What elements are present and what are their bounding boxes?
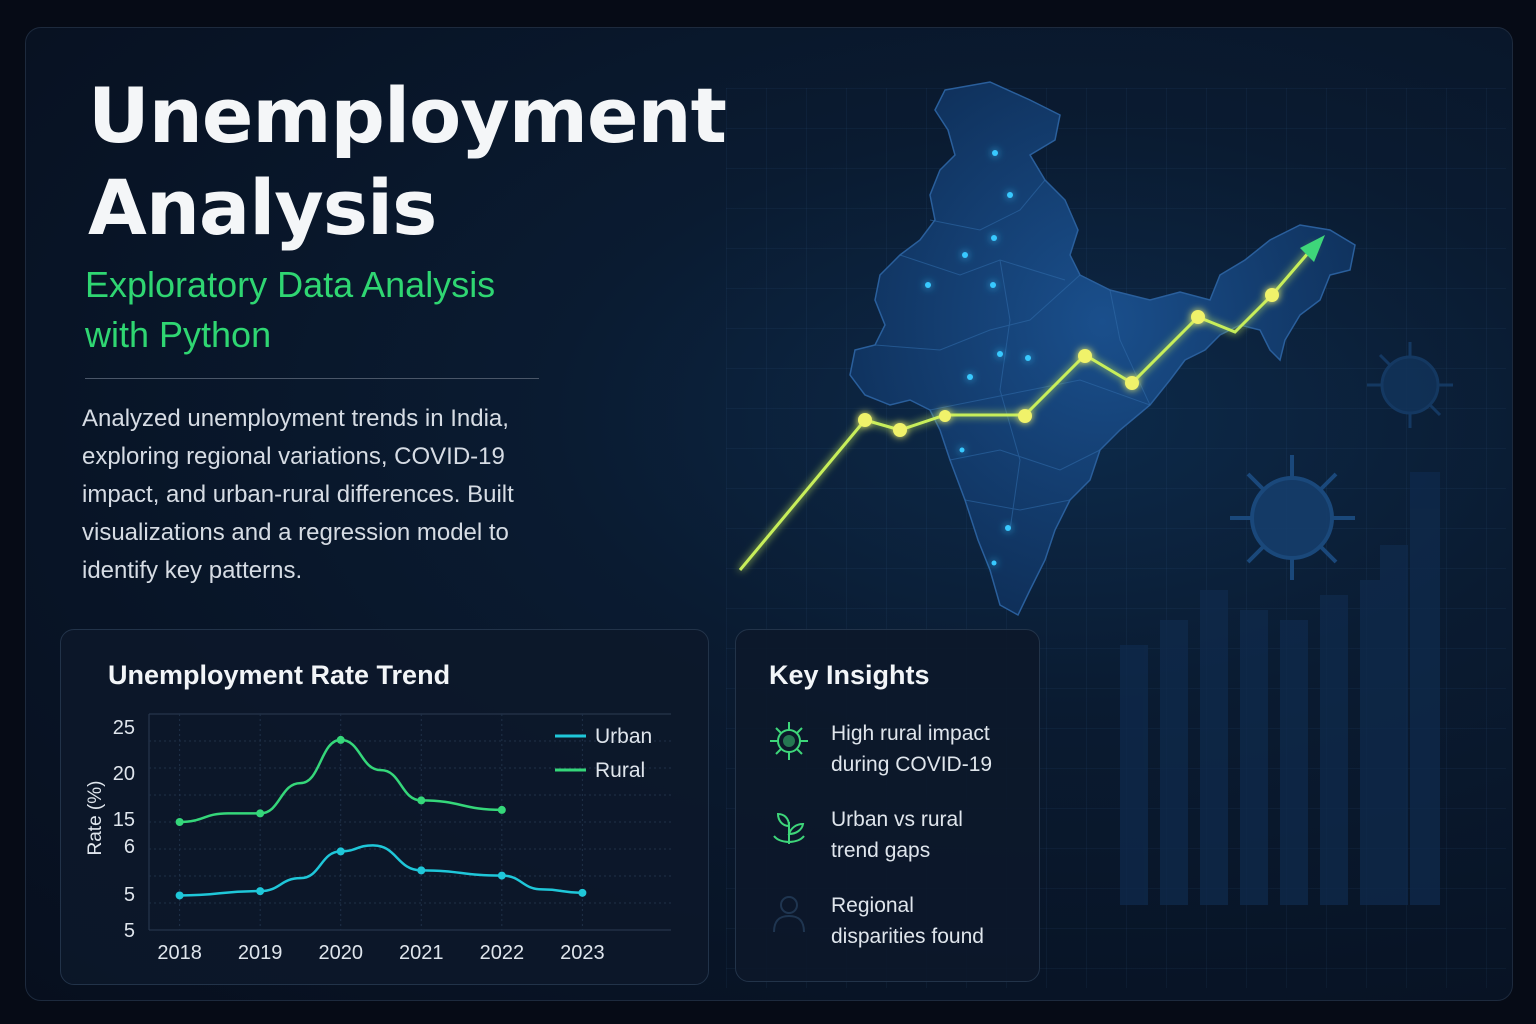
decorative-bars bbox=[1120, 472, 1440, 905]
title-line-2: Analysis bbox=[88, 163, 437, 252]
x-tick-label: 2020 bbox=[318, 942, 363, 964]
key-insights-title: Key Insights bbox=[769, 660, 930, 690]
data-point bbox=[417, 866, 426, 875]
description-text: Analyzed unemployment trends in India, e… bbox=[82, 405, 514, 584]
x-tick-label: 2019 bbox=[238, 942, 283, 964]
sprout-icon bbox=[773, 812, 805, 844]
insight-line-2: disparities found bbox=[831, 925, 984, 948]
chart-legend: Urban Rural bbox=[555, 725, 652, 782]
y-tick-label: 25 bbox=[113, 717, 135, 739]
insight-text: High rural impact during COVID-19 bbox=[831, 718, 1031, 780]
insight-line-1: Urban vs rural bbox=[831, 808, 963, 831]
person-icon bbox=[773, 896, 805, 933]
virus-decoration-small bbox=[1367, 342, 1453, 428]
insight-line-2: during COVID-19 bbox=[831, 753, 993, 776]
data-point bbox=[497, 805, 506, 814]
chart-grid bbox=[148, 713, 671, 931]
india-map-illustration bbox=[738, 81, 1453, 905]
subtitle-line-2: with Python bbox=[85, 314, 272, 355]
insight-item: Urban vs rural trend gaps bbox=[766, 804, 1026, 874]
trend-chart-card: Unemployment Rate Trend 25 20 15 6 5 5 2018 20… bbox=[60, 629, 709, 985]
y-tick-label: 20 bbox=[113, 763, 135, 785]
x-axis-ticks: 2018 2019 2020 2021 2022 2023 bbox=[157, 942, 604, 964]
insight-text: Urban vs rural trend gaps bbox=[831, 804, 1031, 866]
state-borders bbox=[874, 179, 1151, 531]
india-outline bbox=[849, 81, 1356, 617]
x-tick-label: 2023 bbox=[560, 942, 605, 964]
data-point bbox=[256, 887, 265, 896]
y-axis-label: Rate (%) bbox=[85, 781, 106, 856]
series-line-urban bbox=[179, 844, 583, 897]
x-tick-label: 2021 bbox=[399, 942, 444, 964]
data-point bbox=[497, 871, 506, 880]
data-point bbox=[417, 796, 426, 805]
virus-decoration-large bbox=[1230, 455, 1355, 580]
data-point bbox=[336, 847, 345, 856]
y-tick-label: 15 bbox=[113, 809, 135, 831]
y-tick-label: 5 bbox=[124, 920, 135, 942]
subtitle-line-1: Exploratory Data Analysis bbox=[85, 264, 496, 305]
chart-series bbox=[175, 735, 587, 900]
page-subtitle: Exploratory Data Analysis with Python bbox=[85, 260, 605, 360]
trend-chart-title: Unemployment Rate Trend bbox=[108, 660, 451, 690]
divider bbox=[85, 378, 539, 379]
key-insights-card: Key Insights High rural impact during CO… bbox=[735, 629, 1040, 982]
map-trend-arrowhead bbox=[1300, 235, 1325, 262]
y-axis-ticks: 25 20 15 6 5 5 bbox=[113, 717, 135, 942]
insight-item: Regional disparities found bbox=[766, 890, 1026, 960]
data-point bbox=[175, 818, 184, 826]
data-point bbox=[256, 809, 265, 818]
insight-line-1: Regional bbox=[831, 894, 914, 917]
data-point bbox=[336, 735, 345, 744]
legend-label: Urban bbox=[595, 725, 652, 748]
insight-line-1: High rural impact bbox=[831, 722, 990, 745]
insight-item: High rural impact during COVID-19 bbox=[766, 718, 1026, 788]
trend-chart: 25 20 15 6 5 5 2018 2019 2020 2021 2022 2023 Rate … bbox=[85, 713, 671, 964]
title-line-1: Unemployment bbox=[88, 71, 727, 160]
page-title: Unemployment Analysis bbox=[88, 70, 727, 254]
x-tick-label: 2022 bbox=[480, 942, 525, 964]
city-dots bbox=[925, 150, 1031, 566]
x-tick-label: 2018 bbox=[157, 942, 202, 964]
virus-icon bbox=[770, 722, 808, 760]
legend-label: Rural bbox=[595, 759, 645, 782]
data-point bbox=[578, 888, 587, 897]
insight-text: Regional disparities found bbox=[831, 890, 1031, 952]
insight-line-2: trend gaps bbox=[831, 839, 931, 862]
map-trend-points bbox=[858, 288, 1279, 437]
data-point bbox=[175, 891, 184, 900]
y-tick-label: 6 bbox=[124, 836, 135, 858]
y-tick-label: 5 bbox=[124, 884, 135, 906]
